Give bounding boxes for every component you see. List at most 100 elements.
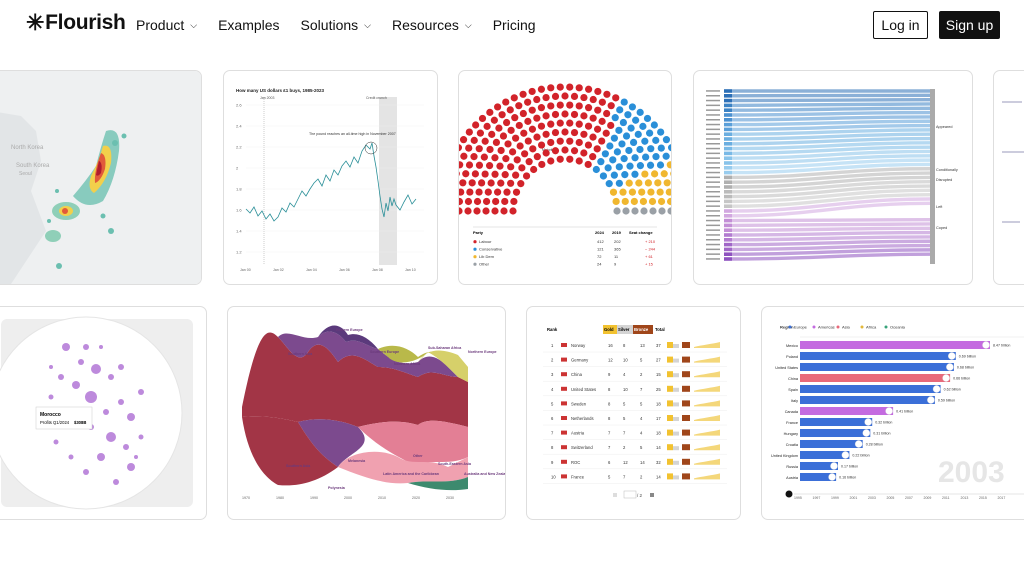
heatmap-blobs	[45, 130, 127, 269]
rank-cell: 5	[551, 401, 554, 406]
sparkline	[694, 458, 720, 465]
tooltip-value: $308B	[74, 420, 86, 425]
seat-dot	[570, 110, 579, 119]
gold-bar	[667, 342, 673, 348]
seats-2024: 121	[597, 247, 604, 252]
line-chart-example-card[interactable]: How many US dollars £1 buys, 1985-2023 J…	[223, 70, 438, 285]
seat-dot	[481, 170, 489, 178]
seat-dot	[524, 98, 532, 106]
globe-bubble	[68, 454, 74, 460]
table-header: Gold	[604, 327, 614, 332]
seat-dot	[459, 144, 463, 152]
seat-dot	[473, 197, 482, 206]
seat-dot	[515, 102, 523, 110]
globe-bubble	[83, 344, 89, 350]
nav-label: Solutions	[300, 17, 359, 33]
nav-item-solutions[interactable]: Solutions ⌵	[301, 17, 371, 33]
seat-dot	[652, 153, 660, 161]
bar-value-label: 0.41 billion	[896, 410, 913, 414]
sankey-example-card[interactable]: Appeared Conditionally Disrupted Left Coped	[693, 70, 973, 285]
sparkline	[694, 400, 720, 407]
sankey-flow	[731, 106, 931, 112]
silver-bar	[673, 460, 679, 465]
play-icon[interactable]	[785, 490, 793, 498]
timeline-tick: 2011	[942, 496, 950, 500]
seat-dot	[636, 162, 645, 170]
page-next-icon[interactable]	[650, 493, 654, 497]
seat-dot	[584, 104, 593, 112]
seat-dot	[497, 179, 505, 187]
parliament-chart-example-card[interactable]: Majority Party 2024 2019 Seat change Lab…	[458, 70, 672, 285]
page-prev-icon[interactable]	[613, 493, 617, 497]
seat-dot	[518, 164, 526, 172]
sankey-source-node	[724, 209, 732, 213]
seat-dot	[656, 188, 664, 196]
seat-dot	[575, 120, 583, 128]
nav-item-pricing[interactable]: Pricing	[493, 17, 536, 33]
bar-value-label: 0.22 billion	[852, 454, 869, 458]
sparkline	[694, 473, 720, 480]
nav-item-examples[interactable]: Examples	[218, 17, 279, 33]
silver-cell: 10	[623, 387, 628, 392]
seat-dot	[503, 188, 511, 196]
seat-dot	[470, 136, 478, 144]
sankey-flow	[731, 141, 931, 151]
seat-dot	[524, 117, 532, 125]
seat-dot	[480, 153, 488, 161]
seat-dot	[604, 164, 612, 172]
sankey-source-label	[706, 191, 720, 193]
x-tick-label: 2000	[344, 496, 352, 500]
sankey-flow	[731, 167, 931, 180]
silver-cell: 10	[623, 358, 628, 363]
login-button[interactable]: Log in	[873, 11, 928, 39]
sankey-source-node	[724, 190, 732, 194]
bronze-bar	[682, 385, 690, 392]
seat-dot	[666, 197, 671, 206]
rank-cell: 3	[551, 372, 554, 377]
silver-bar	[673, 446, 679, 451]
flourish-logo[interactable]: ✳ Flourish	[26, 11, 126, 35]
seat-dot	[657, 144, 665, 152]
sankey-flow	[731, 175, 931, 189]
seat-dot	[570, 92, 579, 100]
globe-bubble	[138, 434, 144, 440]
sankey-flow	[731, 132, 931, 141]
seat-dot	[658, 207, 666, 215]
streamgraph-example-card[interactable]: Eastern Europe Southern Asia Southern Euro…	[227, 306, 506, 520]
bar-country-label: Canada	[785, 410, 799, 414]
signup-button[interactable]: Sign up	[939, 11, 1000, 39]
legend-label: Europe	[794, 325, 808, 330]
sankey-source-node	[724, 132, 732, 136]
year-label: 2003	[938, 456, 1005, 489]
seat-dot	[589, 133, 597, 141]
globe-bubble	[103, 409, 109, 415]
nav-item-product[interactable]: Product ⌵	[136, 17, 197, 33]
seat-dot	[597, 158, 605, 166]
nav-item-resources[interactable]: Resources ⌵	[392, 17, 472, 33]
seat-dot	[670, 171, 671, 176]
globe-bubble	[83, 469, 89, 475]
flag-icon	[561, 401, 567, 406]
seat-dot	[641, 137, 649, 145]
page-input[interactable]	[623, 490, 637, 499]
parliament-chart: Majority Party 2024 2019 Seat change Lab…	[459, 83, 671, 267]
globe-bubble	[49, 365, 53, 369]
race-bar	[800, 396, 935, 404]
x-tick-label: Jan 00	[240, 268, 251, 272]
seat-dot	[513, 156, 521, 164]
heatmap-example-card[interactable]: North Korea South Korea Seoul	[0, 70, 202, 285]
annotation-label: Credit crunch	[366, 96, 387, 100]
sankey-source-label	[706, 109, 720, 111]
bar-chart-race-example-card[interactable]: Region Europe Americas Asia Africa Oceania Me…	[761, 306, 1024, 520]
sankey-source-node	[724, 166, 732, 170]
partial-example-card[interactable]	[993, 70, 1024, 285]
medal-table-example-card[interactable]: Rank Gold Silver Bronze Total 1 Norway 16 8…	[526, 306, 741, 520]
silver-bar	[673, 344, 679, 348]
seat-dot	[648, 197, 657, 206]
chevron-down-icon: ⌵	[364, 19, 371, 30]
globe-example-card[interactable]: Morocco Profits Q1/2024 $308B	[0, 306, 207, 520]
seat-dot	[580, 149, 588, 157]
seat-dot	[585, 85, 593, 93]
flag-icon	[828, 473, 836, 481]
stream-label: Polynesia	[328, 486, 346, 490]
